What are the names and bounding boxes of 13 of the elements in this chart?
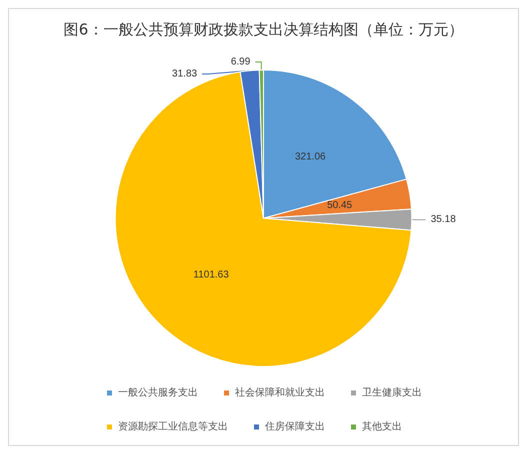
data-label: 50.45	[327, 200, 353, 212]
legend-label: 社会保障和就业支出	[235, 386, 325, 398]
legend-label: 其他支出	[362, 420, 402, 432]
data-label: 31.83	[172, 68, 198, 80]
legend-label: 卫生健康支出	[362, 386, 422, 398]
legend-label: 资源勘探工业信息等支出	[118, 420, 228, 432]
data-label: 35.18	[430, 214, 456, 226]
data-label: 1101.63	[193, 269, 230, 280]
legend-label: 一般公共服务支出	[118, 386, 198, 398]
data-label: 6.99	[230, 56, 251, 68]
legend-label: 住房保障支出	[265, 420, 325, 432]
chart-title: 图6：一般公共预算财政拨款支出决算结构图（单位：万元）	[64, 20, 464, 38]
data-label: 321.06	[294, 151, 326, 162]
